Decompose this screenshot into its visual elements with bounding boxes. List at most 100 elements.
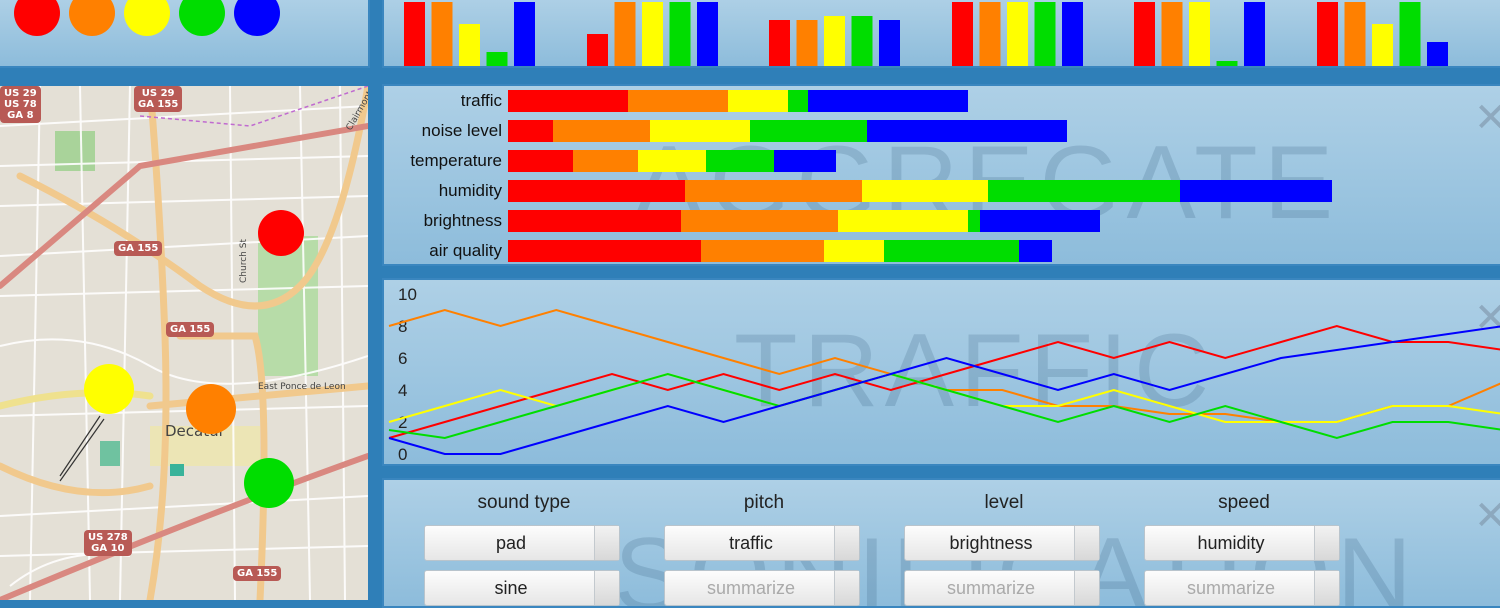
speed-mode-select[interactable]: summarize <box>1144 570 1340 606</box>
aggregate-bar-humidity-s0 <box>508 180 685 202</box>
traffic-series-line-red <box>388 324 1500 439</box>
speed-header: speed <box>1218 492 1270 513</box>
aggregate-bar-humidity-s3 <box>988 180 1180 202</box>
aggregate-bar-noise-level-s3 <box>750 120 867 142</box>
speed-select[interactable]: humidity <box>1144 525 1340 561</box>
route-shield: GA 155 <box>166 322 215 337</box>
speed-mode-dropdown-icon <box>1314 571 1339 605</box>
top-bar-g3-s2 <box>1007 2 1028 66</box>
palette-dot-green[interactable] <box>179 0 225 36</box>
top-bar-g1-s0 <box>587 34 608 66</box>
palette-dot-red[interactable] <box>14 0 60 36</box>
top-bar-g2-s0 <box>769 20 790 66</box>
level-select[interactable]: brightness <box>904 525 1100 561</box>
route-shield: US 278 GA 10 <box>84 530 132 556</box>
level-dropdown-icon <box>1074 526 1099 560</box>
aggregate-bar-air-quality-s4 <box>1019 240 1052 262</box>
map-roads <box>0 86 368 600</box>
map-label-church: Church St <box>238 239 249 283</box>
aggregate-bar-brightness-s2 <box>838 210 968 232</box>
top-bar-g1-s3 <box>669 2 691 66</box>
aggregate-bar-noise-level-s0 <box>508 120 553 142</box>
waveform-select[interactable]: sine <box>424 570 620 606</box>
top-bar-g4-s1 <box>1161 2 1183 66</box>
top-bar-g5-s4 <box>1427 42 1448 66</box>
traffic-series-line-yellow <box>388 372 1500 423</box>
palette-dot-orange[interactable] <box>69 0 115 36</box>
aggregate-bar-temperature-s2 <box>638 150 706 172</box>
aggregate-bar-humidity-s1 <box>685 180 862 202</box>
y-tick-label: 8 <box>398 317 407 336</box>
aggregate-bar-air-quality-s0 <box>508 240 701 262</box>
aggregate-bar-brightness-s4 <box>980 210 1100 232</box>
aggregate-bar-temperature-s0 <box>508 150 573 172</box>
palette-dot-blue[interactable] <box>234 0 280 36</box>
top-bar-g3-s1 <box>979 2 1001 66</box>
y-tick-label: 0 <box>398 445 407 464</box>
waveform-dropdown-icon <box>594 571 619 605</box>
sensor-bar-chart-panel <box>382 0 1500 68</box>
aggregate-bar-noise-level-s2 <box>650 120 750 142</box>
top-bar-g2-s2 <box>824 16 845 66</box>
top-bar-g3-s4 <box>1062 2 1083 66</box>
sensor-marker-red[interactable] <box>258 210 304 256</box>
level-mode-dropdown-icon <box>1074 571 1099 605</box>
sound-type-header: sound type <box>477 492 571 513</box>
sensor-marker-orange[interactable] <box>186 384 236 434</box>
aggregate-bar-brightness-s1 <box>681 210 838 232</box>
aggregate-bar-traffic-s4 <box>808 90 968 112</box>
pitch-mode-select[interactable]: summarize <box>664 570 860 606</box>
sensor-marker-yellow[interactable] <box>84 364 134 414</box>
top-bar-g5-s0 <box>1317 2 1338 66</box>
y-tick-label: 10 <box>398 285 417 304</box>
aggregate-bar-humidity-s2 <box>862 180 988 202</box>
top-bar-g2-s4 <box>879 20 900 66</box>
top-bar-g5-s2 <box>1372 24 1393 66</box>
aggregate-bar-temperature-s1 <box>573 150 638 172</box>
traffic-line-chart: 10 8 6 4 2 0 <box>388 285 1500 464</box>
aggregate-bar-air-quality-s1 <box>701 240 824 262</box>
aggregate-close-icon[interactable]: ✕ <box>1474 98 1500 138</box>
top-bar-g4-s2 <box>1189 2 1210 66</box>
aggregate-bar-air-quality-s3 <box>884 240 1019 262</box>
aggregate-bar-humidity-s4 <box>1180 180 1332 202</box>
top-bar-g1-s2 <box>642 2 663 66</box>
pitch-mode-dropdown-icon <box>834 571 859 605</box>
top-bar-g3-s0 <box>952 2 973 66</box>
route-shield: GA 155 <box>114 241 163 256</box>
sensor-marker-green[interactable] <box>244 458 294 508</box>
level-mode-select[interactable]: summarize <box>904 570 1100 606</box>
top-bar-g4-s0 <box>1134 2 1155 66</box>
top-bar-g2-s1 <box>796 20 818 66</box>
city-map[interactable]: US 29 US 78 GA 8 US 29 GA 155 GA 155 GA 155 US … <box>0 86 368 600</box>
aggregate-bar-noise-level-s1 <box>553 120 650 142</box>
top-bar-g0-s2 <box>459 24 480 66</box>
top-bar-g0-s0 <box>404 2 425 66</box>
palette-dot-yellow[interactable] <box>124 0 170 36</box>
aggregate-label-temperature: temperature <box>410 151 502 170</box>
aggregate-bar-traffic-s2 <box>728 90 788 112</box>
aggregate-bar-noise-level-s4 <box>867 120 1067 142</box>
traffic-close-icon[interactable]: ✕ <box>1474 298 1500 338</box>
controls-close-icon[interactable]: ✕ <box>1474 496 1500 536</box>
route-shield: GA 155 <box>233 566 282 581</box>
aggregate-bar-temperature-s4 <box>774 150 836 172</box>
sound-type-select[interactable]: pad <box>424 525 620 561</box>
aggregate-label-noise-level: noise level <box>421 121 502 140</box>
aggregate-bar-traffic-s0 <box>508 90 628 112</box>
aggregate-label-humidity: humidity <box>438 181 502 200</box>
top-bar-g3-s3 <box>1034 2 1056 66</box>
pitch-header: pitch <box>743 492 785 513</box>
route-shield: US 29 GA 155 <box>134 86 183 112</box>
palette-panel <box>0 0 370 68</box>
sensor-bar-chart <box>404 2 1448 66</box>
aggregate-bar-brightness-s3 <box>968 210 980 232</box>
top-bar-g4-s3 <box>1216 61 1238 66</box>
pitch-select[interactable]: traffic <box>664 525 860 561</box>
top-bar-g0-s3 <box>486 52 508 66</box>
y-tick-label: 6 <box>398 349 407 368</box>
top-bar-g5-s1 <box>1344 2 1366 66</box>
top-bar-g2-s3 <box>851 16 873 66</box>
level-header: level <box>984 492 1024 513</box>
